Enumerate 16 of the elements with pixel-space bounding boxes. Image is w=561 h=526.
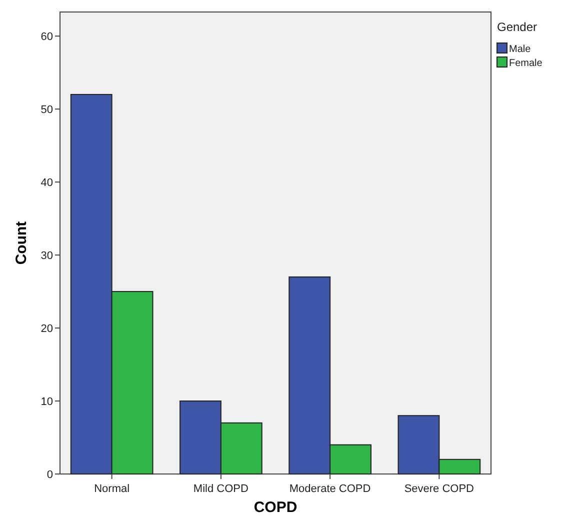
y-tick-label: 0 (46, 468, 53, 481)
y-axis-title: Count (13, 221, 30, 265)
x-tick-label: Normal (94, 483, 130, 495)
legend-label: Female (509, 58, 543, 69)
y-tick-label: 40 (40, 176, 53, 189)
x-tick-label: Moderate COPD (289, 483, 371, 495)
y-tick-label: 10 (40, 396, 53, 408)
x-axis-title: COPD (254, 499, 298, 516)
y-tick-label: 20 (40, 322, 53, 335)
legend-title: Gender (497, 20, 538, 34)
y-tick-label: 60 (40, 30, 53, 43)
y-tick-label: 50 (40, 104, 53, 116)
y-tick-label: 30 (40, 250, 53, 262)
x-tick-label: Mild COPD (193, 483, 248, 495)
legend-label: Male (509, 44, 532, 55)
x-tick-label: Severe COPD (404, 483, 474, 495)
